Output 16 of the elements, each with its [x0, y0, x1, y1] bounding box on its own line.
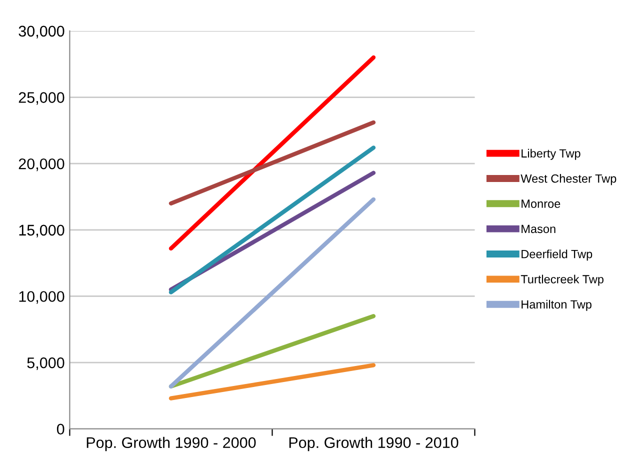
y-tick-label: 5,000 [27, 357, 64, 370]
x-tick-label: Pop. Growth 1990 - 2000 [86, 436, 256, 452]
legend-label: Hamilton Twp [522, 300, 592, 311]
y-tick-label: 25,000 [18, 92, 64, 105]
y-tick-label: 20,000 [18, 158, 64, 172]
y-tick-label: 0 [56, 424, 64, 435]
legend-label: Turtlecreek Twp [520, 274, 604, 286]
legend-label: Liberty Twp [522, 148, 580, 160]
legend-label: West Chester Twp [520, 174, 616, 186]
y-tick-label: 15,000 [19, 224, 64, 238]
y-tick-label: 30,000 [18, 26, 64, 38]
legend-label: Deerfield Twp [522, 250, 592, 261]
legend-label: Monroe [522, 200, 560, 208]
y-tick-label: 10,000 [19, 291, 64, 304]
x-tick-label: Pop. Growth 1990 - 2010 [289, 436, 458, 452]
legend-label: Mason [522, 224, 556, 234]
